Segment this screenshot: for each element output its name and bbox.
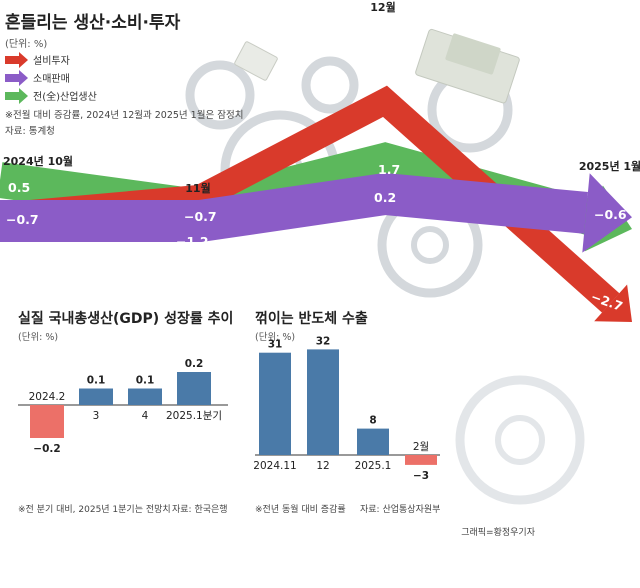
- gdp-chart-unit: (단위: %): [18, 331, 58, 343]
- legend-arrow-icon: [5, 70, 28, 86]
- top-chart-note: ※전월 대비 증감률, 2024년 12월과 2025년 1월은 잠정치: [5, 109, 243, 121]
- category-label: 2024.11: [253, 460, 296, 472]
- series-arrowhead-1: [582, 173, 632, 253]
- gdp-chart-note: ※전 분기 대비, 2025년 1분기는 전망치: [18, 503, 171, 515]
- legend-arrow-icon: [5, 52, 28, 68]
- semi-chart-note: ※전년 동월 대비 증감률: [255, 503, 346, 515]
- bar: [177, 372, 211, 405]
- bar: [307, 349, 339, 455]
- semi-chart-unit: (단위: %): [255, 331, 295, 343]
- bar-value-label: 8: [369, 415, 376, 427]
- value-label: 0.5: [8, 180, 30, 195]
- value-label: −0.6: [594, 207, 627, 222]
- value-label: −1.7: [142, 251, 175, 266]
- legend-label: 전(全)산업생산: [33, 90, 97, 103]
- bar-value-label: 0.1: [136, 375, 155, 387]
- legend-arrow-icon: [5, 88, 28, 104]
- value-label: −0.7: [184, 209, 217, 224]
- category-label: 2025.1: [355, 460, 392, 472]
- bar-value-label: 31: [268, 339, 283, 351]
- value-label: 7.5: [378, 32, 400, 47]
- bar: [79, 388, 113, 405]
- gdp-bar-chart: 실질 국내총생산(GDP) 성장률 추이 (단위: %) −0.2 2024.2 0…: [18, 310, 233, 515]
- line-chart-area: [0, 85, 632, 322]
- legend-label: 소매판매: [33, 73, 70, 85]
- bar: [405, 455, 437, 465]
- series-arrowhead-0: [594, 284, 632, 322]
- line-chart-labels: −3.4 −1.7 7.5 −14.2 −0.7 −0.7 0.2 −0.6 0.5 −1.2 1.…: [6, 32, 627, 568]
- value-label: −0.7: [6, 212, 39, 227]
- semi-chart-title: 꺾이는 반도체 수출: [255, 310, 368, 327]
- gdp-bars: −0.2 2024.2 0.1 3 0.1 4 0.2 2025.1분기: [18, 358, 228, 455]
- period-label-12: 12월: [370, 0, 395, 14]
- category-label: 3: [93, 410, 100, 422]
- category-label: 12: [316, 460, 329, 472]
- lower-panels-background: [0, 300, 440, 525]
- bar-value-label: 0.2: [185, 358, 204, 370]
- top-chart-source: 자료: 통계청: [5, 125, 55, 137]
- legend-item: 소매판매: [5, 70, 70, 86]
- semi-chart-source: 자료: 산업통상자원부: [360, 504, 440, 515]
- graphic-credit: 그래픽=황정우기자: [461, 527, 536, 538]
- value-label: 0.2: [374, 190, 396, 205]
- category-label: 4: [142, 410, 149, 422]
- series-line-1: [0, 172, 588, 242]
- bar-value-label: 0.1: [87, 375, 106, 387]
- top-chart-title: 흔들리는 생산·소비·투자: [5, 12, 181, 33]
- legend-item: 설비투자: [5, 52, 70, 68]
- legend-label: 설비투자: [33, 55, 70, 67]
- bar-value-label: 32: [316, 335, 331, 347]
- category-label: 2024.2: [29, 391, 66, 403]
- period-label-2024-10: 2024년 10월: [3, 154, 73, 168]
- legend: 설비투자 소매판매 전(全)산업생산: [5, 52, 97, 104]
- gdp-chart-source: 자료: 한국은행: [172, 503, 228, 515]
- category-label: 2월: [413, 441, 429, 453]
- value-label: −1.2: [176, 234, 209, 249]
- value-label: 1.7: [378, 162, 400, 177]
- value-label: −14.2: [579, 512, 615, 568]
- bar-value-label: −3: [413, 470, 429, 482]
- bar: [259, 352, 291, 455]
- semi-bars: 31 2024.11 32 12 8 2025.1 −3 2월: [253, 335, 440, 482]
- legend-item: 전(全)산업생산: [5, 88, 97, 104]
- bar: [357, 428, 389, 455]
- bar: [30, 405, 64, 438]
- bar: [128, 388, 162, 405]
- bar-value-label: −0.2: [33, 443, 60, 455]
- gdp-chart-title: 실질 국내총생산(GDP) 성장률 추이: [18, 310, 233, 327]
- value-label: −3.4: [8, 270, 41, 285]
- period-label-11: 11월: [185, 181, 210, 195]
- period-label-2025-1: 2025년 1월: [579, 159, 640, 173]
- semiconductor-bar-chart: 꺾이는 반도체 수출 (단위: %) 31 2024.11 32 12 8 2025.1 −…: [253, 310, 440, 515]
- banknote-icon: [234, 28, 520, 104]
- top-chart-unit: (단위: %): [5, 37, 47, 50]
- category-label: 2025.1분기: [166, 410, 222, 422]
